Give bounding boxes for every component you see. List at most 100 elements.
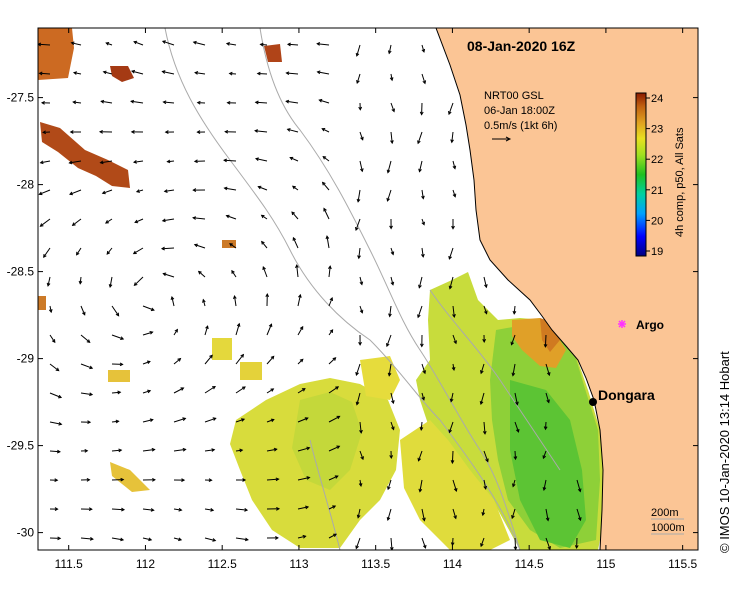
current-arrowhead <box>197 270 202 275</box>
current-arrowhead <box>233 295 237 300</box>
current-arrowhead <box>146 360 151 365</box>
current-arrowhead <box>257 185 262 190</box>
y-axis: -27.5 -28 -28.5 -29 -29.5 -30 <box>7 91 698 540</box>
current-arrowhead <box>452 193 457 198</box>
current-arrowhead <box>482 338 487 343</box>
current-arrowhead <box>120 336 125 340</box>
current-arrowhead <box>386 343 390 348</box>
current-arrowhead <box>76 251 80 256</box>
current-arrowhead <box>135 189 141 193</box>
colorbar-gradient <box>635 92 647 257</box>
current-arrowhead <box>117 390 122 395</box>
current-arrowhead <box>133 40 138 45</box>
current-arrow <box>49 392 62 398</box>
current-arrow <box>287 128 299 133</box>
current-arrow <box>511 334 516 345</box>
current-arrow <box>224 159 237 162</box>
current-arrow <box>390 102 395 112</box>
current-arrowhead <box>244 507 249 512</box>
current-arrow <box>511 508 516 519</box>
current-arrow <box>266 419 274 423</box>
current-arrow <box>355 363 361 376</box>
current-arrowhead <box>256 71 261 76</box>
current-arrowhead <box>205 325 209 330</box>
current-arrow <box>514 392 518 405</box>
current-arrowhead <box>69 130 74 134</box>
current-arrowhead <box>302 534 307 539</box>
current-arrow <box>235 354 244 365</box>
current-arrow <box>357 189 361 202</box>
current-arrow <box>173 448 186 452</box>
current-arrow <box>173 329 178 336</box>
current-arrowhead <box>192 40 197 45</box>
current-arrow <box>231 270 237 278</box>
y-tick-label: -29.5 <box>7 439 35 453</box>
current-arrowhead <box>451 225 455 230</box>
current-arrow <box>390 247 394 255</box>
x-tick-label: 113 <box>289 557 308 571</box>
current-arrow <box>69 160 82 164</box>
current-arrowhead <box>177 357 182 362</box>
current-arrowhead <box>212 385 217 390</box>
current-arrowhead <box>418 284 422 289</box>
current-arrowhead <box>289 156 294 161</box>
current-arrowhead <box>240 353 245 358</box>
current-arrowhead <box>513 546 518 550</box>
current-arrowhead <box>48 309 53 314</box>
current-arrowhead <box>99 160 104 165</box>
isobath-200m-label: 200m <box>651 507 679 519</box>
current-arrowhead <box>270 418 275 423</box>
current-arrowhead <box>390 281 395 286</box>
current-arrowhead <box>226 100 231 105</box>
current-arrowhead <box>105 42 110 46</box>
current-arrowhead <box>386 516 391 522</box>
current-arrow <box>266 324 272 336</box>
current-arrow <box>387 160 392 173</box>
current-arrow <box>480 392 485 405</box>
current-arrow <box>80 305 86 315</box>
current-arrowhead <box>72 71 78 75</box>
current-arrow <box>328 266 331 278</box>
current-arrow <box>390 131 393 144</box>
current-arrowhead <box>387 50 392 55</box>
current-arrowhead <box>355 52 360 57</box>
current-arrowhead <box>166 159 171 164</box>
current-arrow <box>356 392 361 405</box>
current-arrowhead <box>515 401 519 406</box>
x-tick-label: 115 <box>596 557 615 571</box>
current-arrow <box>296 265 299 278</box>
current-arrowhead <box>101 190 106 195</box>
current-arrow <box>544 334 547 347</box>
current-arrowhead <box>273 447 278 452</box>
current-arrow <box>420 421 423 430</box>
place-argo: Argo <box>618 318 664 332</box>
current-arrowhead <box>512 483 516 488</box>
current-arrow <box>328 357 336 365</box>
current-legend-line3: 0.5m/s (1kt 6h) <box>484 120 557 132</box>
x-tick-label: 115.5 <box>668 557 697 571</box>
current-arrow <box>142 449 155 452</box>
current-arrow <box>328 533 337 539</box>
current-arrow <box>234 296 237 307</box>
current-arrowhead <box>182 417 187 421</box>
current-arrowhead <box>511 372 516 377</box>
current-arrowhead <box>224 129 229 134</box>
current-arrow <box>451 450 454 464</box>
current-arrow <box>193 41 206 46</box>
current-arrowhead <box>336 445 341 449</box>
current-arrow <box>328 445 340 452</box>
current-arrowhead <box>450 459 455 465</box>
current-arrow <box>142 331 153 336</box>
current-arrowhead <box>119 362 124 367</box>
current-arrowhead <box>163 189 168 193</box>
current-arrowhead <box>546 399 550 404</box>
current-arrow <box>545 508 549 521</box>
current-arrowhead <box>417 457 422 462</box>
current-arrowhead <box>448 429 452 434</box>
current-arrow <box>49 450 60 453</box>
current-arrow <box>512 363 516 376</box>
current-arrowhead <box>193 243 198 248</box>
current-arrowhead <box>162 100 167 105</box>
current-arrowhead <box>57 536 62 541</box>
isobath-legend: 200m 1000m <box>651 507 685 535</box>
